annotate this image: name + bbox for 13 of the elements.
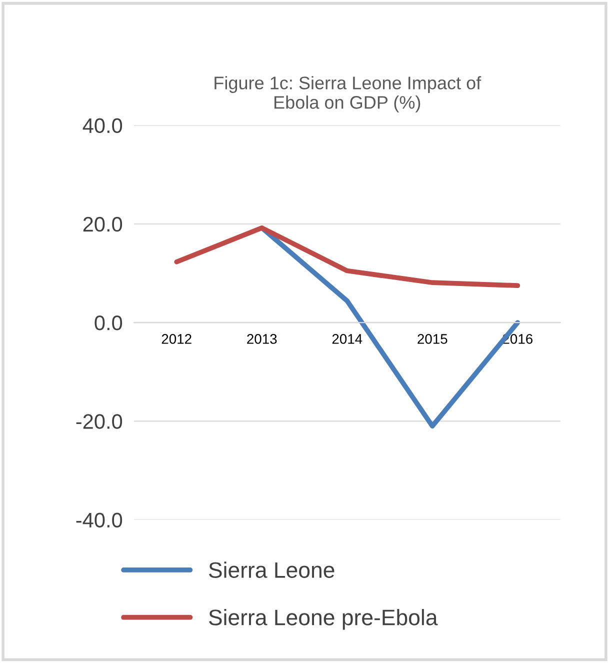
y-tick-label: 40.0 — [82, 118, 122, 134]
chart-title: Figure 1c: Sierra Leone Impact of Ebola on GDP (%) — [214, 76, 482, 112]
x-tick-label: 2015 — [418, 334, 448, 344]
line-series — [174, 225, 520, 288]
y-tick-label: -40.0 — [76, 512, 122, 528]
legend-label: Sierra Leone pre-Ebola — [208, 609, 438, 630]
x-tick-label: 2014 — [332, 334, 362, 344]
x-tick-label: 2013 — [247, 334, 277, 344]
y-tick-label: 20.0 — [83, 216, 122, 232]
y-tick-label: 0.0 — [94, 316, 122, 330]
x-tick-label: 2012 — [162, 334, 192, 344]
y-tick-label: -20.0 — [76, 414, 122, 429]
legend-label: Sierra Leone — [208, 562, 334, 578]
